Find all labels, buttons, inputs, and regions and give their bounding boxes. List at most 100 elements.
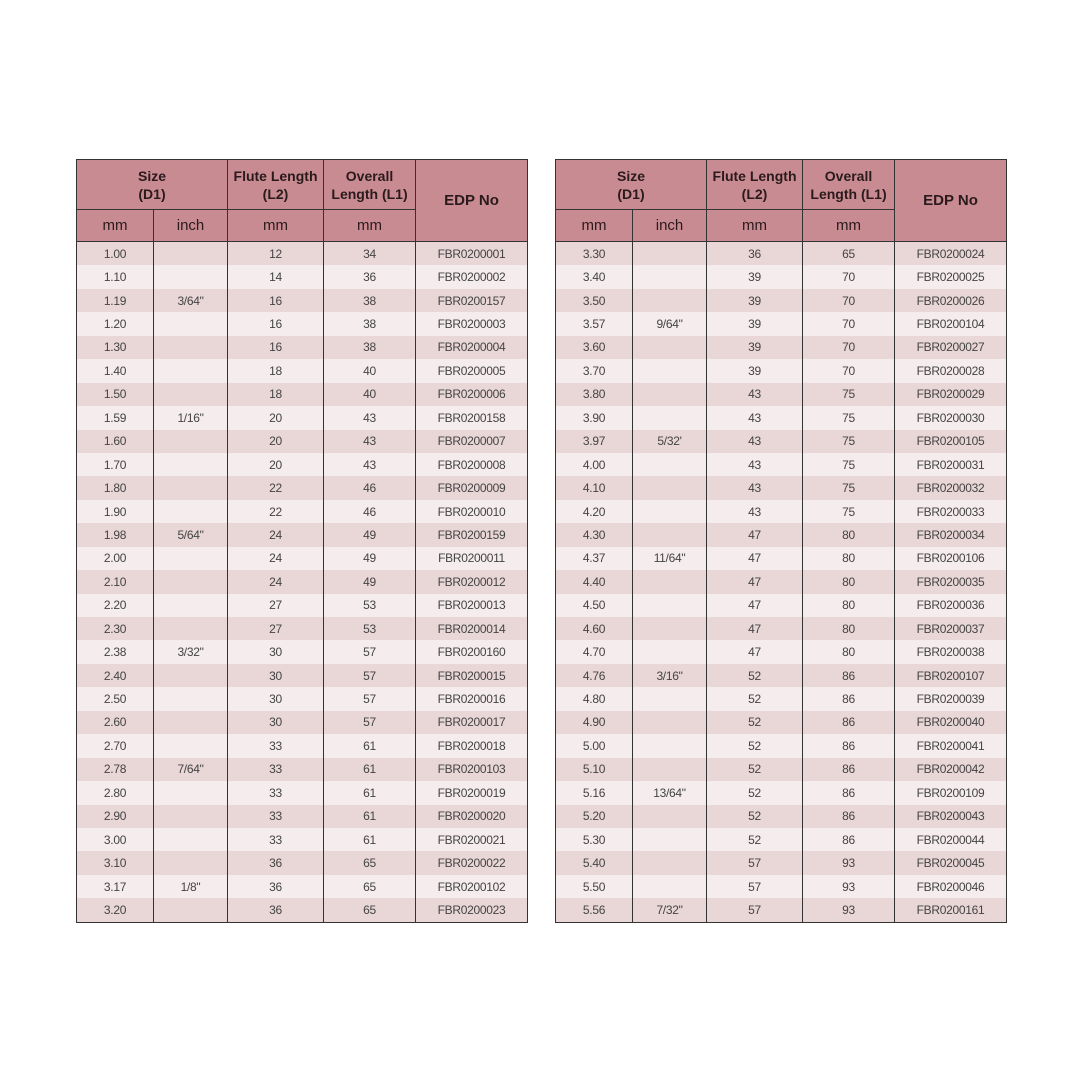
table-row: 2.90 33 61 FBR0200020 (76, 804, 529, 828)
flute-length-cell: 47 (706, 546, 804, 571)
size-inch-cell (152, 687, 229, 711)
size-mm-cell: 4.50 (555, 593, 633, 617)
overall-length-cell: 65 (323, 898, 417, 923)
table-row: 3.57 9/64" 39 70 FBR0200104 (555, 312, 1008, 336)
size-inch-cell (152, 335, 229, 360)
flute-length-cell: 39 (706, 288, 804, 313)
edp-no-cell: FBR0200037 (894, 617, 1008, 641)
size-header: Size (D1) (554, 159, 708, 210)
flute-length-cell: 33 (227, 804, 325, 828)
flute-length-cell: 47 (706, 570, 804, 594)
flute-sub-label: (L2) (262, 185, 289, 202)
size-inch-cell (152, 663, 229, 688)
flute-length-cell: 27 (227, 617, 325, 641)
table-row: 4.76 3/16" 52 86 FBR0200107 (555, 663, 1008, 688)
overall-length-cell: 93 (802, 851, 896, 875)
table-row: 4.60 47 80 FBR0200037 (555, 617, 1008, 641)
flute-length-cell: 16 (227, 312, 325, 336)
flute-length-cell: 43 (706, 476, 804, 500)
overall-length-cell: 57 (323, 710, 417, 735)
overall-length-cell: 86 (802, 827, 896, 852)
size-mm-cell: 3.97 (555, 429, 633, 453)
table-row: 4.10 43 75 FBR0200032 (555, 476, 1008, 500)
size-mm-cell: 3.17 (76, 874, 154, 899)
edp-no-cell: FBR0200018 (415, 734, 529, 758)
size-sub-label: (D1) (617, 185, 645, 202)
edp-no-cell: FBR0200016 (415, 687, 529, 711)
size-mm-cell: 5.30 (555, 827, 633, 852)
edp-no-cell: FBR0200103 (415, 757, 529, 782)
size-inch-cell (631, 640, 708, 664)
table-row: 4.90 52 86 FBR0200040 (555, 710, 1008, 735)
overall-length-cell: 80 (802, 546, 896, 571)
table-row: 2.50 30 57 FBR0200016 (76, 687, 529, 711)
flute-length-cell: 39 (706, 335, 804, 360)
flute-length-cell: 30 (227, 687, 325, 711)
overall-length-cell: 93 (802, 898, 896, 923)
table-row: 1.59 1/16" 20 43 FBR0200158 (76, 406, 529, 430)
size-mm-cell: 3.80 (555, 382, 633, 407)
flute-length-cell: 16 (227, 335, 325, 360)
edp-no-cell: FBR0200015 (415, 663, 529, 688)
flute-length-cell: 43 (706, 406, 804, 430)
overall-length-cell: 65 (802, 241, 896, 266)
flute-length-cell: 52 (706, 734, 804, 758)
size-inch-cell (152, 312, 229, 336)
overall-length-cell: 75 (802, 499, 896, 524)
overall-length-cell: 36 (323, 265, 417, 289)
size-mm-cell: 2.38 (76, 640, 154, 664)
size-inch-cell (152, 781, 229, 805)
overall-length-cell: 80 (802, 617, 896, 641)
edp-no-cell: FBR0200106 (894, 546, 1008, 571)
edp-no-cell: FBR0200159 (415, 523, 529, 547)
size-mm-cell: 4.60 (555, 617, 633, 641)
edp-no-cell: FBR0200039 (894, 687, 1008, 711)
table-row: 5.40 57 93 FBR0200045 (555, 851, 1008, 875)
flute-length-cell: 52 (706, 663, 804, 688)
table-row: 1.30 16 38 FBR0200004 (76, 335, 529, 360)
size-mm-cell: 1.80 (76, 476, 154, 500)
table-row: 4.20 43 75 FBR0200033 (555, 499, 1008, 524)
size-inch-cell (631, 523, 708, 547)
unit-mm: mm (706, 209, 804, 242)
unit-inch: inch (631, 209, 708, 242)
flute-length-cell: 20 (227, 429, 325, 453)
overall-length-cell: 57 (323, 640, 417, 664)
edp-no-cell: FBR0200109 (894, 781, 1008, 805)
size-inch-cell: 9/64" (631, 312, 708, 336)
overall-length-cell: 93 (802, 874, 896, 899)
table-row: 5.20 52 86 FBR0200043 (555, 804, 1008, 828)
size-inch-cell (152, 241, 229, 266)
size-mm-cell: 2.40 (76, 663, 154, 688)
flute-length-cell: 30 (227, 663, 325, 688)
flute-length-cell: 47 (706, 617, 804, 641)
unit-mm: mm (555, 209, 633, 242)
size-inch-cell (152, 570, 229, 594)
flute-length-cell: 52 (706, 804, 804, 828)
flute-label: Flute Length (233, 167, 318, 184)
size-label: Size (138, 167, 167, 184)
table-row: 4.30 47 80 FBR0200034 (555, 523, 1008, 547)
size-mm-cell: 3.40 (555, 265, 633, 289)
edp-no-cell: FBR0200102 (415, 874, 529, 899)
size-inch-cell (152, 499, 229, 524)
size-mm-cell: 3.70 (555, 359, 633, 383)
table-row: 2.10 24 49 FBR0200012 (76, 570, 529, 594)
table-row: 1.00 12 34 FBR0200001 (76, 241, 529, 266)
flute-sub-label: (L2) (741, 185, 768, 202)
edp-no-cell: FBR0200045 (894, 851, 1008, 875)
table-row: 4.80 52 86 FBR0200039 (555, 687, 1008, 711)
table-row: 4.50 47 80 FBR0200036 (555, 593, 1008, 617)
table-row: 3.10 36 65 FBR0200022 (76, 851, 529, 875)
edp-no-cell: FBR0200038 (894, 640, 1008, 664)
edp-header: EDP No (415, 159, 529, 242)
overall-length-cell: 57 (323, 687, 417, 711)
size-inch-cell: 3/16" (631, 663, 708, 688)
overall-length-cell: 86 (802, 734, 896, 758)
flute-length-cell: 57 (706, 851, 804, 875)
edp-no-cell: FBR0200036 (894, 593, 1008, 617)
size-mm-cell: 1.50 (76, 382, 154, 407)
flute-length-cell: 57 (706, 898, 804, 923)
table-row: 4.00 43 75 FBR0200031 (555, 452, 1008, 477)
flute-length-cell: 43 (706, 499, 804, 524)
